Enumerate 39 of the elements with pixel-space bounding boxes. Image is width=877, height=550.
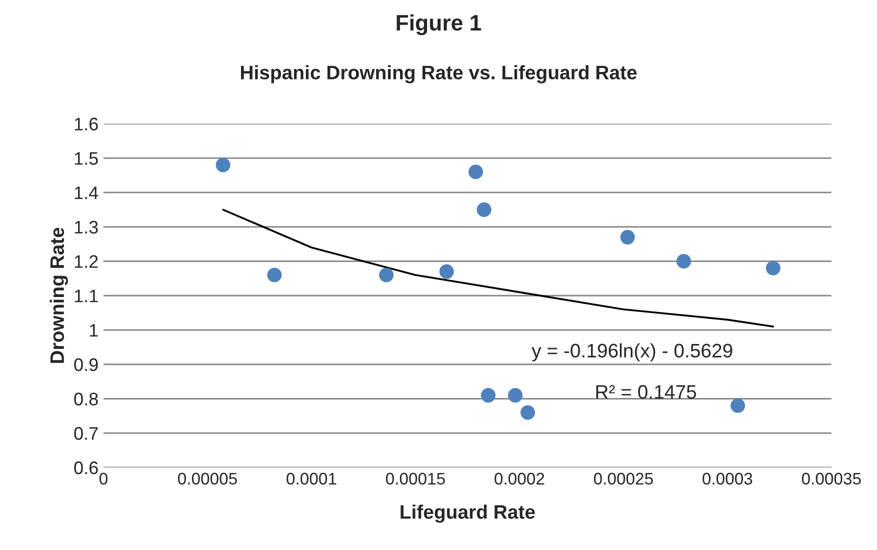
y-axis-title: Drowning Rate	[50, 228, 68, 363]
y-tick-label: 1	[90, 324, 98, 337]
y-tick-label: 1.2	[74, 255, 98, 268]
point	[766, 260, 780, 276]
x-tick-label: 0.0002	[494, 472, 544, 485]
point	[730, 398, 746, 413]
y-tick-label: 1.5	[74, 152, 98, 165]
x-tick-label: 0.0003	[702, 472, 752, 485]
x-tick-label: 0.0001	[286, 472, 336, 485]
point	[480, 388, 496, 403]
point	[508, 388, 523, 403]
point	[267, 268, 282, 282]
x-tick-label: 0.00015	[386, 472, 445, 485]
y-tick-label: 0.8	[74, 392, 98, 406]
point	[520, 405, 536, 420]
point	[468, 164, 484, 180]
y-tick-label: 1.4	[74, 186, 98, 200]
point	[379, 268, 394, 282]
point	[620, 230, 635, 244]
point	[476, 202, 492, 217]
line-series	[222, 208, 774, 328]
chart-title: Figure 1	[396, 14, 482, 36]
y-tick-label: 0.9	[74, 358, 98, 372]
y-tick-label: 0.6	[74, 461, 98, 474]
point	[676, 254, 692, 269]
x-tick-label: 0.00025	[594, 472, 653, 485]
y-tick-label: 1.1	[74, 290, 98, 302]
x-tick-label: 0.00035	[802, 472, 861, 485]
chart-subtitle: Hispanic Drowning Rate vs. Lifeguard Rate	[241, 65, 637, 84]
x-tick-label: 0.00005	[178, 472, 237, 485]
annotation: R² = 0.1475	[596, 385, 696, 399]
point	[216, 158, 230, 172]
y-tick-label: 0.7	[74, 427, 98, 440]
annotation: y = -0.196ln(x) - 0.5629	[532, 343, 732, 362]
x-axis-title: Lifeguard Rate	[400, 504, 535, 523]
y-tick-label: 1.3	[74, 220, 98, 234]
x-tick-label: 0	[100, 472, 108, 485]
point	[439, 264, 454, 279]
y-tick-label: 1.6	[74, 118, 98, 130]
